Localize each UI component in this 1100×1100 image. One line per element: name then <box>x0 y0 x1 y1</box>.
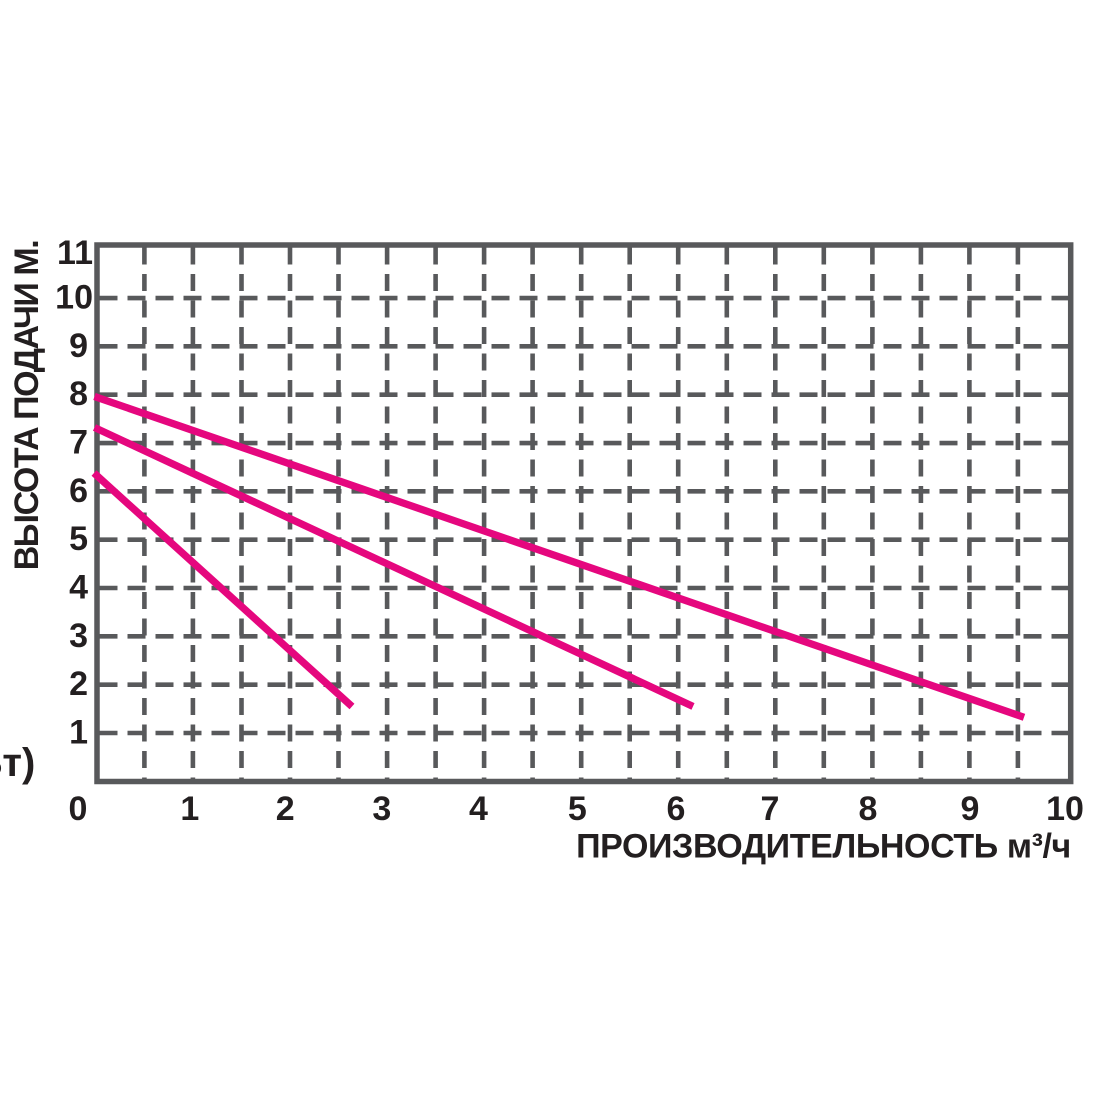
svg-text:11: 11 <box>57 234 93 272</box>
svg-text:8: 8 <box>69 375 88 413</box>
svg-text:4: 4 <box>69 569 88 607</box>
svg-text:4: 4 <box>469 790 488 828</box>
svg-text:9: 9 <box>69 327 88 365</box>
svg-text:1: 1 <box>180 790 199 828</box>
svg-text:3: 3 <box>372 790 391 828</box>
svg-text:7: 7 <box>761 790 780 828</box>
svg-text:9: 9 <box>961 790 980 828</box>
svg-text:8: 8 <box>859 790 878 828</box>
svg-text:10: 10 <box>55 279 93 317</box>
svg-text:5: 5 <box>568 790 587 828</box>
svg-text:5: 5 <box>69 520 88 558</box>
svg-text:6: 6 <box>69 472 88 510</box>
svg-text:2: 2 <box>276 790 295 828</box>
svg-text:2: 2 <box>69 665 88 703</box>
svg-text:ВЫСОТА ПОДАЧИ М.: ВЫСОТА ПОДАЧИ М. <box>8 241 46 571</box>
svg-text:Вт): Вт) <box>0 741 35 785</box>
svg-text:0: 0 <box>69 790 88 828</box>
svg-text:7: 7 <box>69 424 88 462</box>
svg-text:ПРОИЗВОДИТЕЛЬНОСТЬ м³/ч: ПРОИЗВОДИТЕЛЬНОСТЬ м³/ч <box>576 828 1071 866</box>
svg-text:10: 10 <box>1046 790 1084 828</box>
svg-text:6: 6 <box>667 790 686 828</box>
svg-text:3: 3 <box>69 617 88 655</box>
svg-text:1: 1 <box>69 714 88 752</box>
